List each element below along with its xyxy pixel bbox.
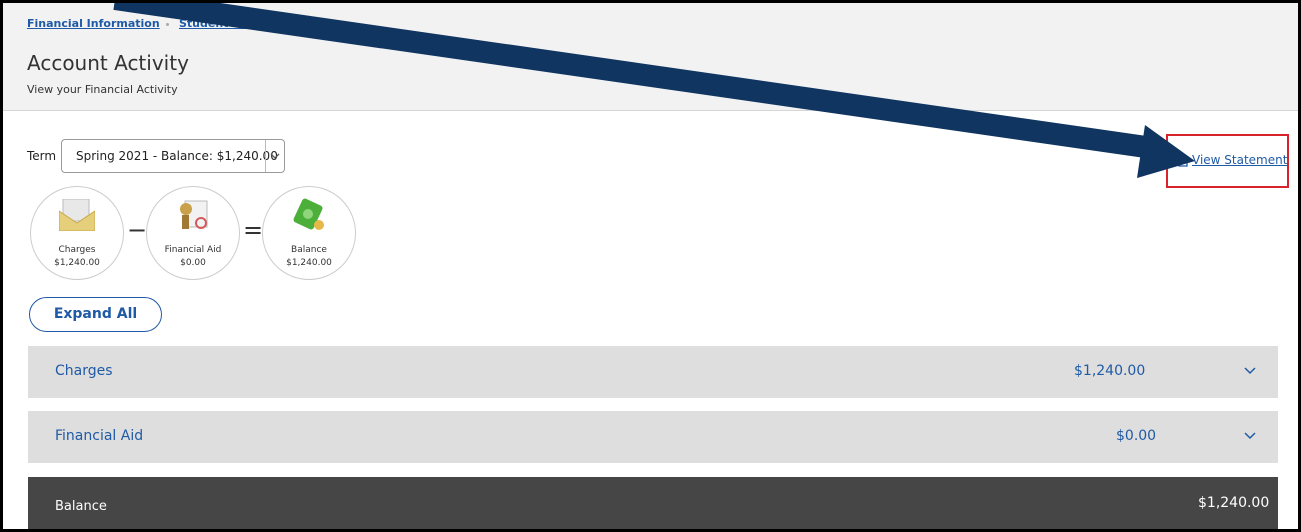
balance-icon	[293, 198, 324, 230]
highlight-box: View Statement	[1166, 134, 1289, 188]
summary-amount: $1,240.00	[54, 258, 100, 268]
breadcrumb-link[interactable]: Financial Information	[27, 17, 160, 30]
chevron-icon	[1244, 367, 1256, 375]
summary-label: Charges	[58, 245, 96, 255]
charges-icon	[59, 199, 95, 231]
summary-circle: Charges $1,240.00	[30, 186, 124, 280]
balance-section: Balance $1,240.00	[28, 477, 1278, 529]
breadcrumb-link[interactable]: Student Finance	[179, 17, 281, 30]
section-amount: $1,240.00	[1074, 363, 1146, 379]
section-label: Balance	[55, 499, 107, 514]
view-statement-link[interactable]: View Statement	[1192, 153, 1288, 167]
section-amount: $1,240.00	[1198, 495, 1270, 511]
summary-circle: Financial Aid $0.00	[146, 186, 240, 280]
financial-aid-icon	[180, 200, 208, 229]
breadcrumb-separator	[166, 23, 169, 26]
document-icon	[1178, 154, 1188, 167]
chevron-icon	[1244, 432, 1256, 440]
chevron-icon	[270, 153, 280, 159]
financial-aid-section[interactable]: Financial Aid $0.00	[28, 411, 1278, 463]
summary-label: Financial Aid	[164, 245, 222, 255]
summary-label: Balance	[291, 245, 327, 255]
dropdown-button	[265, 140, 284, 172]
charges-section[interactable]: Charges $1,240.00	[28, 346, 1278, 398]
expand-all-button[interactable]: Expand All	[29, 297, 162, 332]
summary-amount: $0.00	[180, 258, 206, 268]
term-value: Spring 2021 - Balance: $1,240.00	[76, 149, 278, 163]
term-label: Term	[27, 149, 57, 163]
section-label: Financial Aid	[55, 428, 144, 444]
page-title: Account Activity	[27, 51, 189, 75]
summary-amount: $1,240.00	[286, 258, 332, 268]
term-dropdown[interactable]: Spring 2021 - Balance: $1,240.00	[61, 139, 285, 173]
operator: −	[127, 216, 148, 244]
page-subtitle: View your Financial Activity	[27, 83, 178, 96]
section-label: Charges	[55, 363, 113, 379]
summary-circle: Balance $1,240.00	[262, 186, 356, 280]
section-amount: $0.00	[1116, 428, 1157, 444]
operator: =	[243, 216, 264, 244]
